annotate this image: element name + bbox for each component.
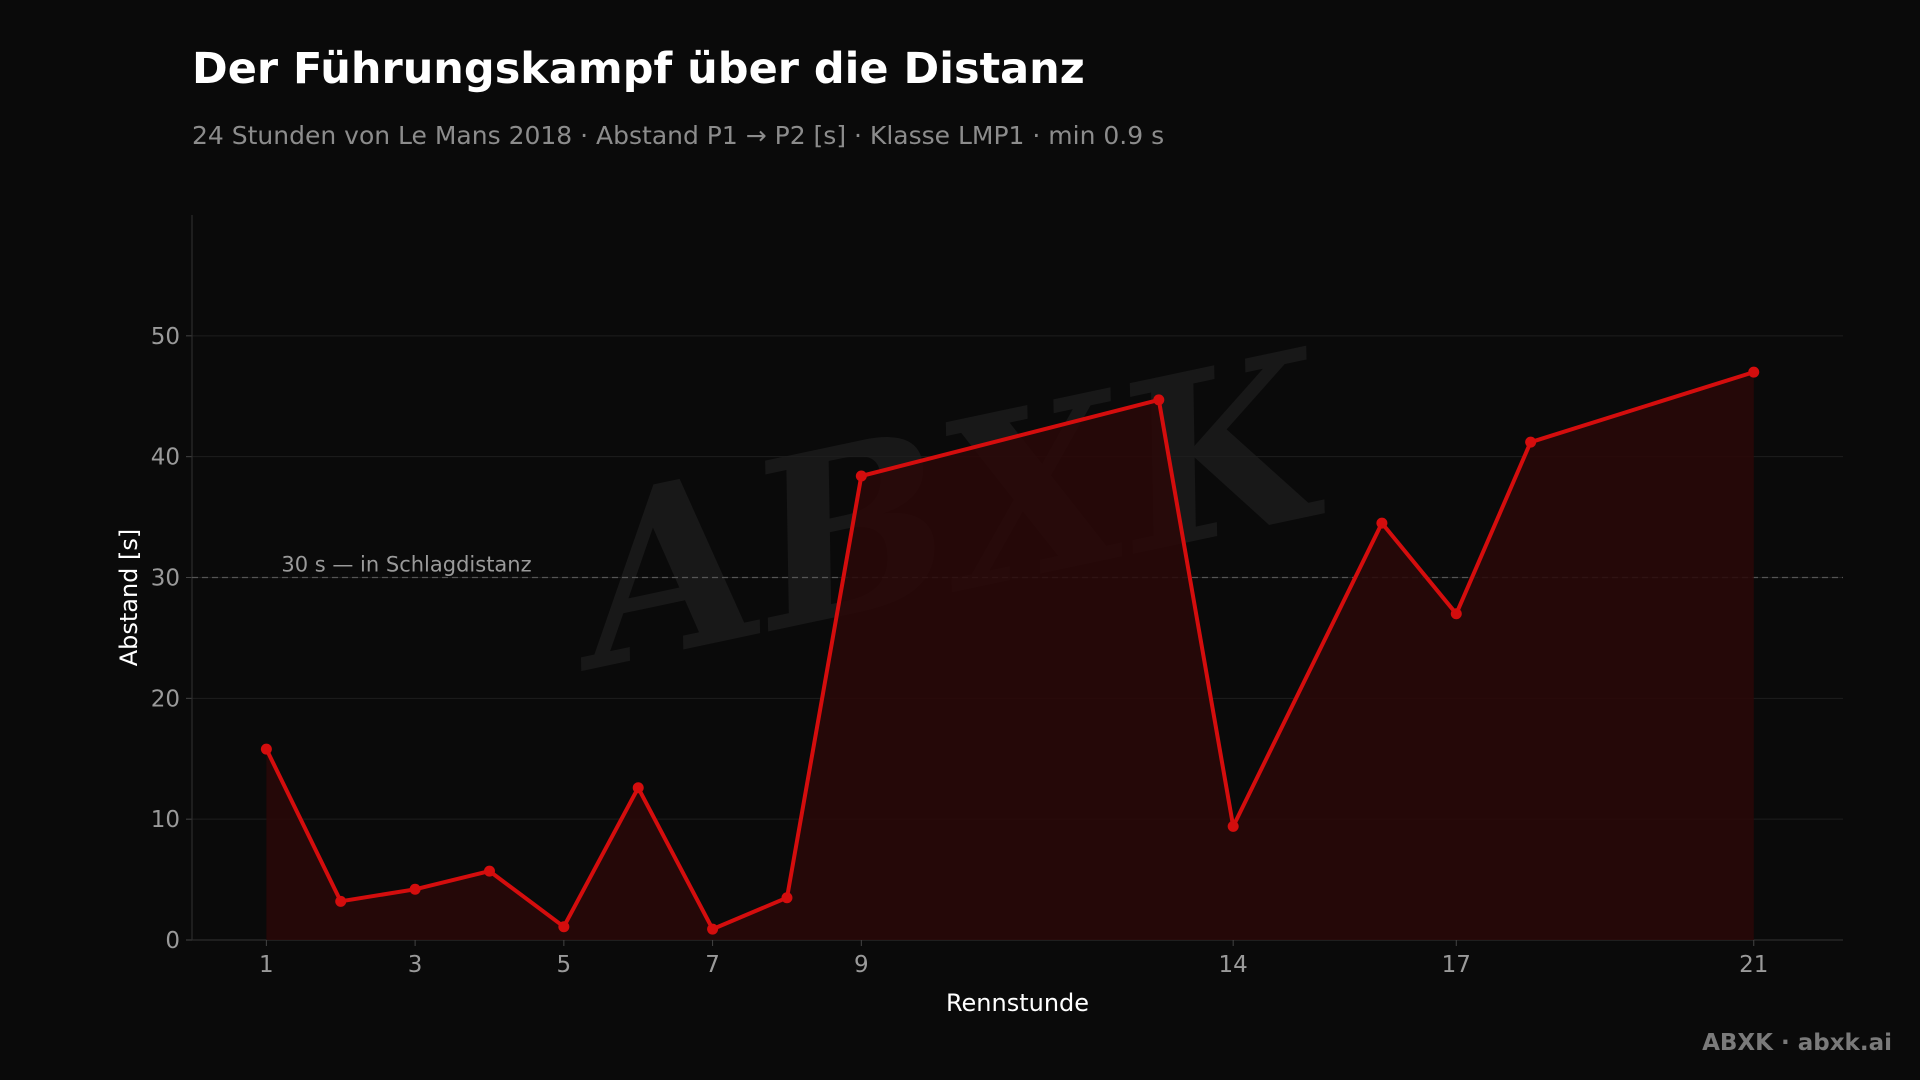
data-point (483, 865, 495, 877)
chart-title: Der Führungskampf über die Distanz (192, 44, 1085, 94)
data-point (260, 743, 272, 755)
y-tick-label: 40 (151, 445, 180, 471)
x-tick-label: 5 (557, 952, 572, 978)
y-tick-label: 0 (165, 928, 180, 954)
series-area (266, 372, 1754, 941)
data-point (1153, 394, 1165, 406)
x-tick-label: 9 (854, 952, 869, 978)
x-tick-label: 17 (1442, 952, 1471, 978)
y-tick-label: 30 (151, 566, 180, 592)
data-point (707, 923, 719, 935)
y-axis-title: Abstand [s] (115, 529, 143, 667)
y-tick-label: 10 (151, 807, 180, 833)
y-tick-label: 50 (151, 324, 180, 350)
x-tick-label: 14 (1219, 952, 1248, 978)
credit-label: ABXK · abxk.ai (1702, 1030, 1892, 1056)
data-point (409, 883, 421, 895)
data-point (632, 782, 644, 794)
data-point (1525, 436, 1537, 448)
x-tick-label: 21 (1739, 952, 1768, 978)
x-tick-label: 7 (705, 952, 720, 978)
data-point (335, 895, 347, 907)
data-point (1748, 366, 1760, 378)
data-point (1376, 517, 1388, 529)
data-point (558, 921, 570, 933)
data-point (855, 470, 867, 482)
y-tick-label: 20 (151, 686, 180, 712)
data-point (781, 892, 793, 904)
x-tick-label: 3 (408, 952, 423, 978)
reference-line-label: 30 s — in Schlagdistanz (281, 553, 531, 577)
x-axis-title: Rennstunde (946, 989, 1089, 1017)
chart-subtitle: 24 Stunden von Le Mans 2018 · Abstand P1… (192, 121, 1165, 150)
x-tick-label: 1 (259, 952, 274, 978)
data-point (1450, 608, 1462, 620)
data-point (1227, 820, 1239, 832)
